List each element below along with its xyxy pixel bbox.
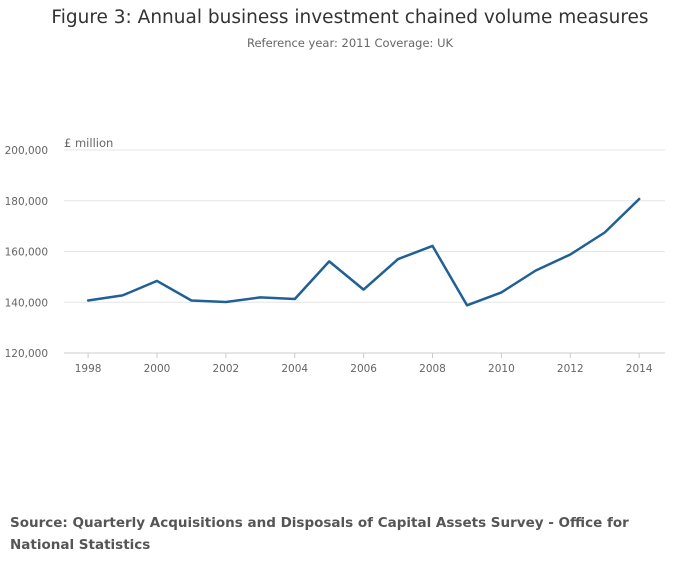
- x-tick-label: 2006: [350, 363, 377, 375]
- y-unit-label: £ million: [64, 136, 113, 150]
- x-tick-label: 1998: [75, 363, 102, 375]
- x-axis-labels: 1998 2000 2002 2004 2006 2008 2010 2012 2014: [75, 353, 653, 375]
- source-note: Source: Quarterly Acquisitions and Dispo…: [10, 515, 629, 553]
- gridlines: [64, 149, 665, 303]
- line-chart: 120,000 140,000 160,000 180,000 200,000 1998…: [5, 136, 665, 375]
- x-tick-label: 2012: [557, 363, 584, 375]
- x-tick-label: 2010: [488, 363, 515, 375]
- chart-subtitle: Reference year: 2011 Coverage: UK: [246, 36, 454, 50]
- y-tick-label: 160,000: [5, 247, 48, 259]
- y-tick-label: 200,000: [5, 145, 48, 157]
- series-line: [86, 197, 641, 307]
- y-tick-label: 140,000: [5, 297, 48, 309]
- x-tick-label: 2008: [419, 363, 446, 375]
- x-tick-label: 2014: [626, 363, 653, 375]
- chart-title: Figure 3: Annual business investment cha…: [51, 7, 649, 28]
- x-tick-label: 2002: [213, 363, 240, 375]
- y-axis: 120,000 140,000 160,000 180,000 200,000: [5, 145, 48, 360]
- y-tick-label: 180,000: [5, 196, 48, 208]
- series: [86, 197, 641, 307]
- x-tick-label: 2000: [144, 363, 171, 375]
- x-tick-label: 2004: [281, 363, 308, 375]
- y-tick-label: 120,000: [5, 348, 48, 360]
